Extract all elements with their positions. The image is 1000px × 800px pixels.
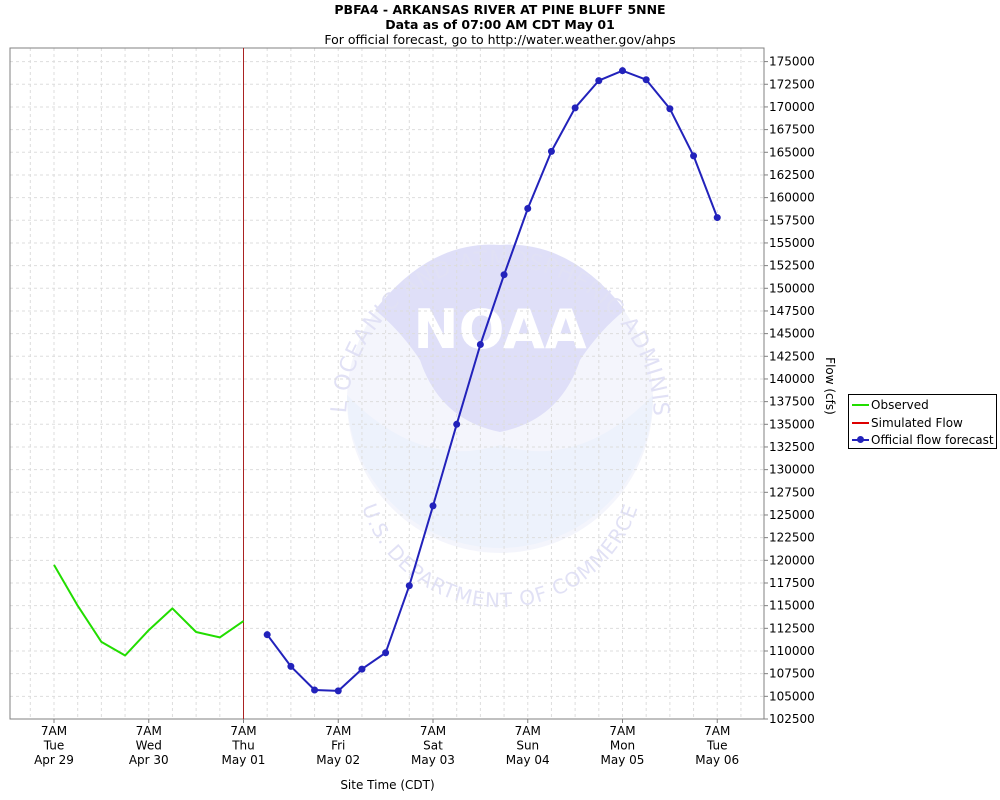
x-tick-label: 7AM xyxy=(609,724,635,738)
x-tick-label: May 02 xyxy=(316,753,360,767)
y-tick-label: 112500 xyxy=(769,621,815,635)
x-tick-label: Sun xyxy=(516,739,539,753)
y-tick-label: 152500 xyxy=(769,259,815,273)
legend-label-forecast: Official flow forecast xyxy=(871,433,994,447)
y-tick-label: 117500 xyxy=(769,576,815,590)
data-series xyxy=(53,67,721,695)
x-axis-label: Site Time (CDT) xyxy=(340,778,435,792)
legend-label-observed: Observed xyxy=(871,398,929,412)
forecast-point xyxy=(595,77,603,85)
forecast-point xyxy=(382,649,390,657)
forecast-point xyxy=(619,67,626,75)
chart-title: PBFA4 - ARKANSAS RIVER AT PINE BLUFF 5NN… xyxy=(334,2,666,17)
y-tick-label: 147500 xyxy=(769,304,815,318)
forecast-point xyxy=(642,76,650,84)
series-line-2 xyxy=(266,69,719,692)
forecast-point xyxy=(263,631,271,639)
x-tick-label: Tue xyxy=(43,739,65,753)
y-tick-label: 132500 xyxy=(769,440,815,454)
y-tick-label: 165000 xyxy=(769,145,815,159)
forecast-point xyxy=(311,686,319,694)
y-tick-label: 137500 xyxy=(769,395,815,409)
x-tick-label: 7AM xyxy=(704,724,730,738)
x-tick-label: 7AM xyxy=(41,724,67,738)
y-tick-label: 162500 xyxy=(769,168,815,182)
forecast-point xyxy=(524,204,532,212)
forecast-point xyxy=(690,152,698,160)
y-tick-label: 170000 xyxy=(769,100,815,114)
forecast-point xyxy=(358,665,366,673)
x-tick-label: Fri xyxy=(331,739,345,753)
forecast-point xyxy=(666,105,674,113)
y-tick-label: 105000 xyxy=(769,689,815,703)
legend-swatch-observed xyxy=(852,404,869,406)
x-tick-label: Apr 30 xyxy=(129,753,169,767)
x-tick-label: 7AM xyxy=(420,724,446,738)
forecast-point xyxy=(500,271,508,279)
forecast-point xyxy=(571,104,579,112)
x-tick-label: Tue xyxy=(706,739,728,753)
y-tick-label: 145000 xyxy=(769,327,815,341)
x-tick-label: 7AM xyxy=(230,724,256,738)
x-tick-label: 7AM xyxy=(136,724,162,738)
legend-swatch-simulated xyxy=(852,422,869,424)
y-tick-label: 135000 xyxy=(769,417,815,431)
forecast-point xyxy=(547,147,555,155)
forecast-point xyxy=(334,687,342,695)
y-tick-label: 107500 xyxy=(769,667,815,681)
x-tick-label: Thu xyxy=(231,739,255,753)
x-tick-label: Wed xyxy=(136,739,162,753)
y-tick-label: 130000 xyxy=(769,463,815,477)
series-line-0 xyxy=(53,564,245,657)
x-tick-label: May 04 xyxy=(506,753,550,767)
y-axis: 102500 105000 107500 110000 112500 115000 1175… xyxy=(764,55,815,726)
y-tick-label: 150000 xyxy=(769,281,815,295)
x-tick-label: May 03 xyxy=(411,753,455,767)
y-tick-label: 122500 xyxy=(769,531,815,545)
x-tick-label: May 05 xyxy=(601,753,645,767)
legend-marker-forecast xyxy=(857,436,864,443)
x-tick-label: Apr 29 xyxy=(34,753,74,767)
y-tick-label: 167500 xyxy=(769,123,815,137)
x-tick-label: May 01 xyxy=(222,753,266,767)
y-tick-label: 157500 xyxy=(769,213,815,227)
y-tick-label: 115000 xyxy=(769,599,815,613)
x-tick-label: Sat xyxy=(423,739,443,753)
x-tick-label: Mon xyxy=(610,739,635,753)
forecast-point xyxy=(713,214,721,222)
y-tick-label: 102500 xyxy=(769,712,815,726)
y-tick-label: 125000 xyxy=(769,508,815,522)
y-tick-label: 120000 xyxy=(769,553,815,567)
y-tick-label: 142500 xyxy=(769,349,815,363)
legend: Observed Simulated Flow Official flow fo… xyxy=(848,394,997,449)
forecast-point xyxy=(453,420,461,428)
plot-area-border xyxy=(9,47,765,720)
forecast-point xyxy=(429,502,437,510)
forecast-point xyxy=(405,582,413,590)
forecast-point xyxy=(476,341,484,349)
legend-label-simulated: Simulated Flow xyxy=(871,416,963,430)
x-tick-label: 7AM xyxy=(325,724,351,738)
x-tick-label: May 06 xyxy=(695,753,739,767)
y-tick-label: 175000 xyxy=(769,55,815,69)
forecast-point xyxy=(287,662,295,670)
y-tick-label: 160000 xyxy=(769,191,815,205)
y-tick-label: 155000 xyxy=(769,236,815,250)
chart-subtitle-date: Data as of 07:00 AM CDT May 01 xyxy=(385,17,615,32)
y-tick-label: 172500 xyxy=(769,77,815,91)
y-tick-label: 110000 xyxy=(769,644,815,658)
y-axis-label: Flow (cfs) xyxy=(823,357,837,415)
y-tick-label: 140000 xyxy=(769,372,815,386)
chart-subtitle-link: For official forecast, go to http://wate… xyxy=(324,32,676,47)
chart-title-block: PBFA4 - ARKANSAS RIVER AT PINE BLUFF 5NN… xyxy=(0,2,1000,48)
y-tick-label: 127500 xyxy=(769,485,815,499)
noaa-watermark-text: NOAA xyxy=(413,298,586,361)
x-tick-label: 7AM xyxy=(515,724,541,738)
